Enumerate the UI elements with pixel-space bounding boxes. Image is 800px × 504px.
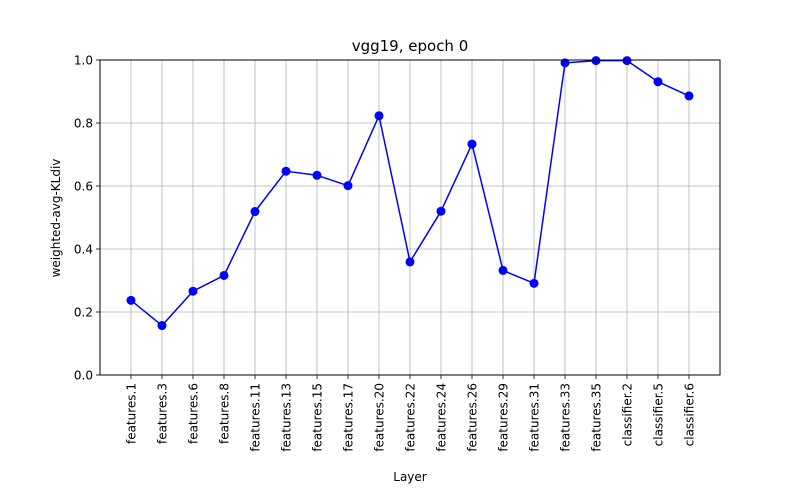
data-point (405, 257, 415, 267)
x-tick-label: features.15 (311, 383, 325, 452)
data-point (126, 295, 136, 305)
y-tick-label: 0.6 (74, 180, 93, 194)
data-point (560, 58, 570, 68)
x-tick-label: features.31 (528, 383, 542, 452)
x-tick-label: features.33 (559, 383, 573, 452)
x-tick-label: features.35 (590, 383, 604, 452)
data-point (684, 91, 694, 101)
chart-title: vgg19, epoch 0 (352, 37, 469, 55)
x-tick-label: features.22 (404, 383, 418, 452)
x-tick-label: features.6 (187, 383, 201, 444)
data-point (622, 56, 632, 66)
x-tick-label: features.1 (125, 383, 139, 444)
data-point (188, 286, 198, 296)
y-tick-label: 0.2 (74, 306, 93, 320)
x-tick-label: features.17 (342, 383, 356, 452)
axes-layer: 0.0 0.2 0.4 0.6 0.8 1.0 features.1 features.3 fe… (74, 54, 697, 452)
x-axis-label: Layer (393, 470, 427, 484)
x-tick-label: features.29 (497, 383, 511, 452)
data-point (498, 265, 508, 275)
data-point (343, 181, 353, 191)
y-tick-label: 0.0 (74, 369, 93, 383)
x-tick-label: classifier.6 (683, 383, 697, 446)
data-point (653, 77, 663, 87)
x-tick-label: features.13 (280, 383, 294, 452)
y-axis-label: weighted-avg-KLdiv (49, 159, 63, 278)
x-tick-label: features.26 (466, 383, 480, 452)
x-tick-label: features.8 (218, 383, 232, 444)
x-tick-label: features.24 (435, 383, 449, 452)
data-point (374, 111, 384, 121)
data-point (219, 270, 229, 280)
data-point (529, 278, 539, 288)
data-point (281, 166, 291, 176)
x-tick-label: features.3 (156, 383, 170, 444)
x-tick-label: features.11 (249, 383, 263, 452)
data-point (436, 206, 446, 216)
data-point (312, 170, 322, 180)
x-tick-label: classifier.5 (652, 383, 666, 446)
plot-area-frame (99, 59, 721, 376)
grid-layer (100, 59, 720, 376)
data-point (467, 139, 477, 149)
y-tick-label: 0.8 (74, 117, 93, 131)
y-tick-label: 1.0 (74, 54, 93, 68)
series-layer (126, 56, 694, 331)
x-tick-label: features.20 (373, 383, 387, 452)
data-point (157, 321, 167, 331)
y-tick-label: 0.4 (74, 243, 93, 257)
data-point (250, 207, 260, 217)
data-point (591, 56, 601, 66)
x-tick-label: classifier.2 (621, 383, 635, 446)
